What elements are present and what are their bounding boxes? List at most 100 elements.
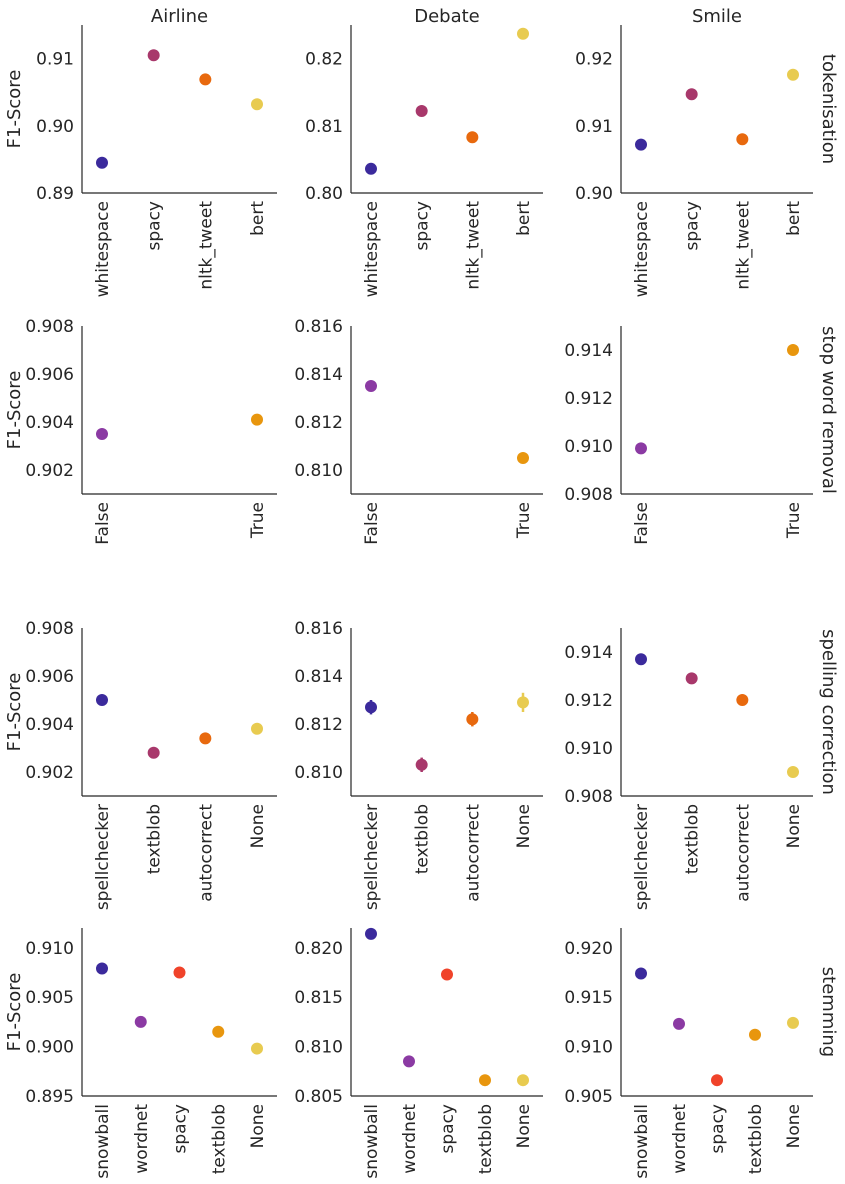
panel-stemming-airline: 0.895 0.900 0.905 0.910 snowball wordnet spacy…	[25, 928, 277, 1179]
y-tick-label: 0.906	[25, 365, 74, 385]
y-tick-label: 0.912	[564, 389, 613, 409]
y-tick-label: 0.810	[294, 461, 343, 481]
y-axis-label: F1-Score	[4, 371, 25, 450]
data-point-nltk-tweet	[199, 73, 212, 86]
y-tick-label: 0.914	[564, 643, 613, 663]
panel-stop-word-removal-airline: 0.902 0.904 0.906 0.908 False True	[25, 317, 277, 545]
data-point-spacy	[173, 966, 186, 979]
data-point-spacy	[415, 105, 428, 118]
y-tick-label: 0.91	[36, 50, 74, 70]
x-tick-label-spacy: spacy	[145, 201, 165, 250]
data-point-autocorrect	[736, 694, 749, 706]
data-point-whitespace	[96, 156, 108, 169]
x-tick-label-spellchecker: spellchecker	[362, 804, 382, 910]
x-tick-label-nltk-tweet: nltk_tweet	[196, 201, 216, 290]
y-tick-label: 0.910	[564, 1038, 613, 1058]
x-tick-label-none: None	[784, 804, 804, 848]
data-point-spellchecker	[96, 694, 108, 706]
data-point-spacy	[685, 88, 698, 101]
y-tick-label: 0.914	[564, 341, 613, 361]
x-tick-label-whitespace: whitespace	[93, 201, 113, 297]
x-tick-label-snowball: snowball	[632, 1104, 652, 1179]
x-tick-label-whitespace: whitespace	[362, 201, 382, 297]
data-point-textblob	[479, 1074, 491, 1087]
x-tick-label-autocorrect: autocorrect	[733, 804, 753, 902]
data-point-false	[96, 428, 108, 440]
data-point-bert	[787, 68, 799, 81]
x-tick-label-textblob: textblob	[683, 804, 703, 874]
data-point-autocorrect	[466, 713, 479, 726]
y-tick-label: 0.81	[305, 117, 343, 137]
x-tick-label-spellchecker: spellchecker	[632, 804, 652, 910]
y-tick-label: 0.908	[25, 619, 74, 639]
data-point-snowball	[365, 927, 377, 940]
data-point-whitespace	[365, 162, 377, 175]
x-tick-label-nltk-tweet: nltk_tweet	[463, 201, 483, 290]
y-tick-label: 0.812	[294, 715, 343, 735]
column-title-airline: Airline	[151, 6, 208, 27]
y-tick-label: 0.816	[294, 317, 343, 337]
y-tick-label: 0.912	[564, 691, 613, 711]
data-point-false	[635, 442, 647, 455]
y-axis-label: F1-Score	[4, 973, 25, 1052]
panel-stop-word-removal-debate: 0.810 0.812 0.814 0.816 False True	[294, 317, 543, 545]
y-tick-label: 0.902	[25, 763, 74, 783]
y-tick-label: 0.810	[294, 763, 343, 783]
y-tick-label: 0.895	[25, 1087, 74, 1107]
x-tick-label-snowball: snowball	[93, 1104, 113, 1179]
data-point-wordnet	[403, 1055, 415, 1068]
y-tick-label: 0.89	[36, 184, 74, 204]
x-tick-label-textblob: textblob	[746, 1104, 766, 1174]
data-point-snowball	[96, 962, 108, 975]
y-tick-label: 0.908	[25, 317, 74, 337]
column-title-smile: Smile	[692, 6, 742, 27]
y-tick-label: 0.910	[25, 939, 74, 959]
y-tick-label: 0.820	[294, 939, 343, 959]
data-point-none	[251, 1042, 263, 1055]
x-tick-label-true: True	[514, 502, 534, 539]
data-point-wordnet	[134, 1015, 147, 1028]
x-tick-label-spacy: spacy	[683, 201, 703, 250]
x-tick-label-false: False	[632, 502, 652, 545]
y-tick-label: 0.904	[25, 413, 74, 433]
data-point-bert	[251, 98, 263, 111]
panel-tokenisation-debate: 0.80 0.81 0.82 whitespace spacy nltk_tweet ber…	[305, 25, 543, 297]
y-tick-label: 0.91	[575, 117, 613, 137]
x-tick-label-bert: bert	[248, 201, 268, 236]
data-point-nltk-tweet	[736, 133, 749, 146]
y-tick-label: 0.814	[294, 365, 343, 385]
data-point-none	[787, 1016, 799, 1029]
x-tick-label-true: True	[784, 502, 804, 539]
data-point-textblob	[749, 1028, 761, 1041]
x-tick-label-wordnet: wordnet	[400, 1104, 420, 1174]
x-tick-label-textblob: textblob	[209, 1104, 229, 1174]
y-tick-label: 0.902	[25, 461, 74, 481]
y-tick-label: 0.908	[564, 787, 613, 807]
y-tick-label: 0.80	[305, 184, 343, 204]
y-tick-label: 0.82	[305, 50, 343, 70]
data-point-spacy	[441, 968, 453, 981]
panel-spelling-correction-smile: 0.908 0.910 0.912 0.914 spellchecker textblob…	[564, 628, 813, 910]
row-title-spelling-correction: spelling correction	[818, 629, 839, 795]
x-tick-label-spacy: spacy	[708, 1104, 728, 1153]
y-tick-label: 0.816	[294, 619, 343, 639]
y-tick-label: 0.910	[564, 739, 613, 759]
data-point-true	[787, 344, 799, 356]
x-tick-label-bert: bert	[784, 201, 804, 236]
x-tick-label-autocorrect: autocorrect	[463, 804, 483, 902]
column-title-debate: Debate	[414, 6, 480, 27]
x-tick-label-wordnet: wordnet	[670, 1104, 690, 1174]
y-tick-label: 0.904	[25, 715, 74, 735]
data-point-spacy	[711, 1074, 723, 1087]
x-tick-label-textblob: textblob	[476, 1104, 496, 1174]
panel-stemming-debate: 0.805 0.810 0.815 0.820 snowball wordnet spacy…	[294, 927, 543, 1179]
panel-spelling-correction-airline: 0.902 0.904 0.906 0.908 spellchecker textblob…	[25, 619, 277, 910]
row-title-tokenisation: tokenisation	[818, 54, 839, 164]
y-tick-label: 0.810	[294, 1038, 343, 1058]
x-tick-label-whitespace: whitespace	[632, 201, 652, 297]
data-point-spellchecker	[635, 653, 647, 666]
data-point-snowball	[635, 967, 647, 980]
y-axis-label: F1-Score	[4, 70, 25, 149]
y-tick-label: 0.815	[294, 988, 343, 1008]
x-tick-label-none: None	[514, 804, 534, 848]
